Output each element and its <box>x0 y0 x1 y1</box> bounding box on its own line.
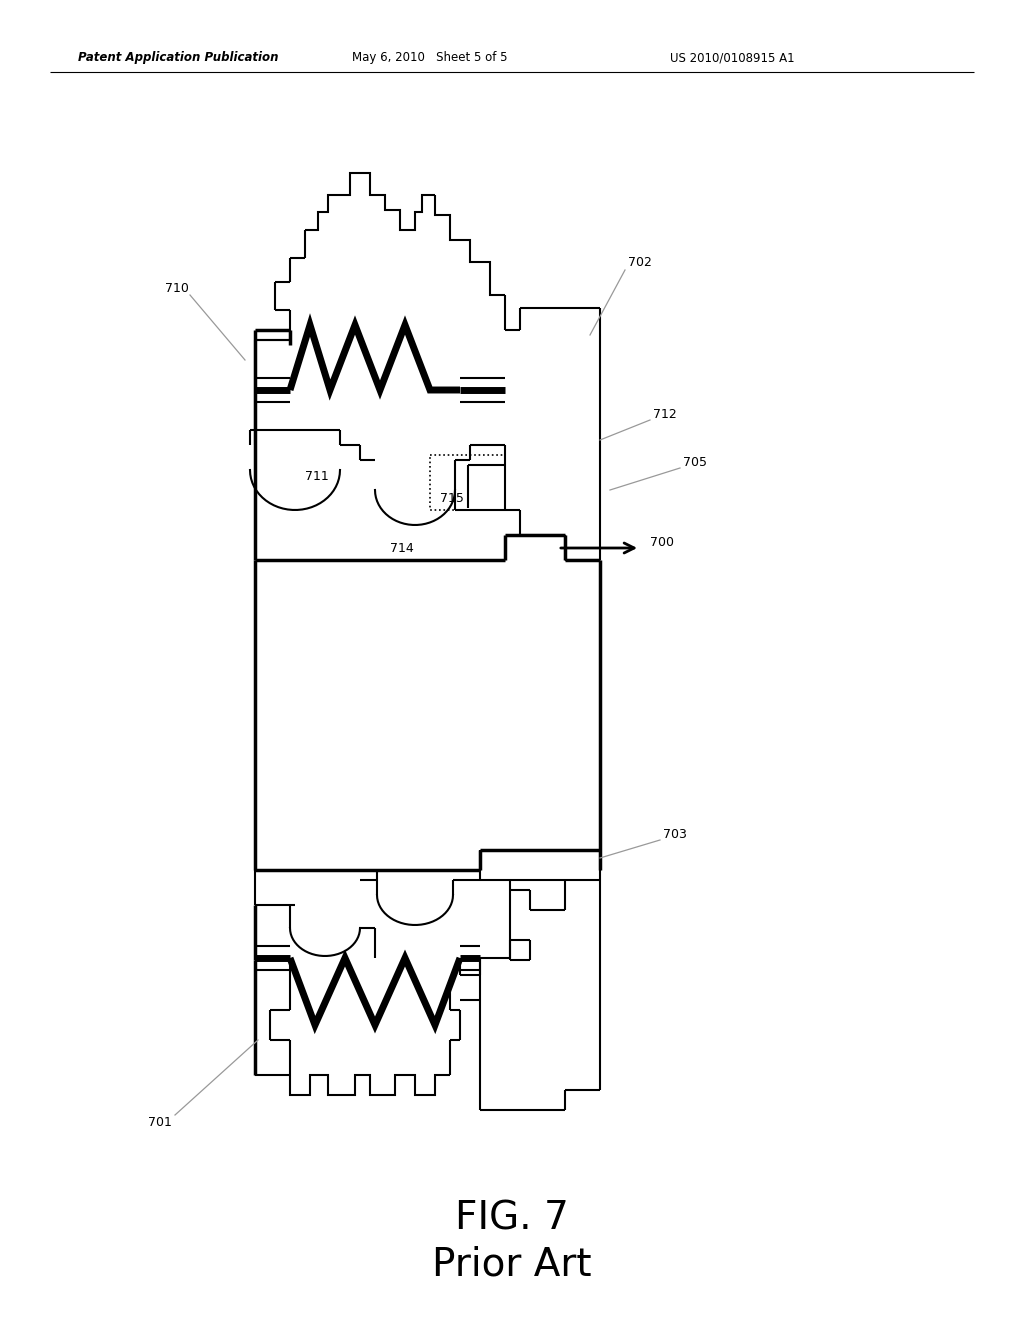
Text: Patent Application Publication: Patent Application Publication <box>78 51 279 65</box>
Text: 711: 711 <box>305 470 329 483</box>
Text: 701: 701 <box>148 1115 172 1129</box>
Text: 702: 702 <box>628 256 652 268</box>
Text: 715: 715 <box>440 491 464 504</box>
Text: 700: 700 <box>650 536 674 549</box>
Text: 705: 705 <box>683 455 707 469</box>
Text: 712: 712 <box>653 408 677 421</box>
Bar <box>430 455 505 510</box>
Text: 710: 710 <box>165 281 188 294</box>
Text: 714: 714 <box>390 541 414 554</box>
Text: 703: 703 <box>663 829 687 842</box>
Text: Prior Art: Prior Art <box>432 1246 592 1284</box>
Text: May 6, 2010   Sheet 5 of 5: May 6, 2010 Sheet 5 of 5 <box>352 51 508 65</box>
Text: US 2010/0108915 A1: US 2010/0108915 A1 <box>670 51 795 65</box>
Text: FIG. 7: FIG. 7 <box>455 1199 569 1237</box>
